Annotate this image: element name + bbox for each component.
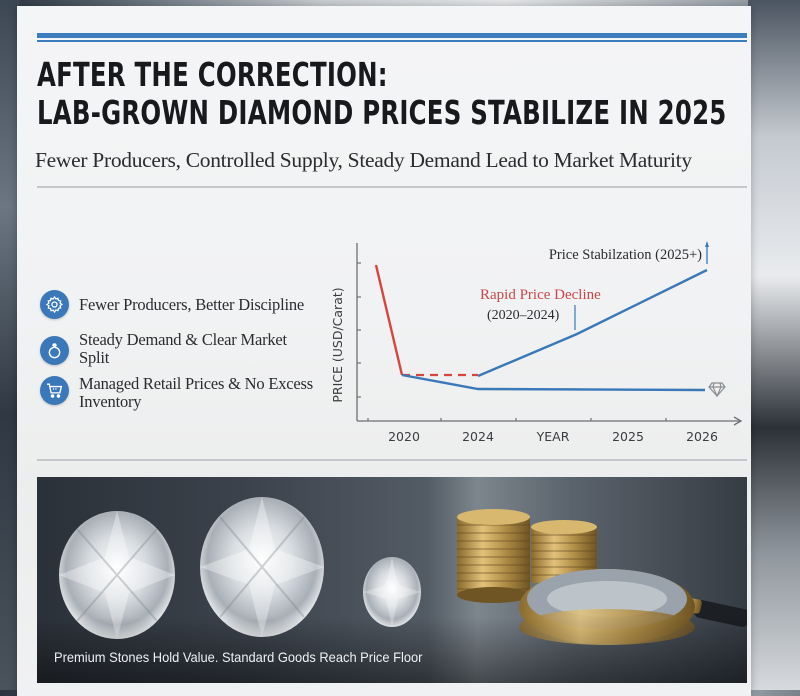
arrow-head-icon bbox=[705, 241, 709, 247]
subtitle: Fewer Producers, Controlled Supply, Stea… bbox=[35, 148, 692, 172]
gear-icon bbox=[40, 290, 69, 319]
y-axis-label: PRICE (USD/Carat) bbox=[330, 287, 345, 402]
x-tick-2024: 2024 bbox=[462, 429, 494, 444]
annotation-decline-years: (2020–2024) bbox=[487, 308, 560, 323]
accent-bar-thin bbox=[37, 40, 747, 42]
ring-icon bbox=[40, 336, 69, 365]
x-axis-label: YEAR bbox=[536, 429, 570, 444]
diamond-small bbox=[363, 557, 421, 627]
divider-top bbox=[37, 186, 747, 188]
coin-stack-1 bbox=[457, 509, 530, 603]
x-tick-2026: 2026 bbox=[686, 429, 718, 444]
bullet-item: Managed Retail Prices & No Excess Invent… bbox=[40, 375, 319, 411]
x-tick-2025: 2025 bbox=[612, 429, 644, 444]
infographic-card: AFTER THE CORRECTION: LAB-GROWN DIAMOND … bbox=[17, 6, 751, 696]
annotation-stabilization: Price Stabilzation (2025+) bbox=[549, 247, 702, 263]
diamond-large-left bbox=[59, 511, 175, 639]
series-rapid-decline bbox=[374, 264, 404, 376]
cart-icon bbox=[40, 376, 69, 405]
accent-bar bbox=[37, 33, 747, 38]
diamonds-photo: Premium Stones Hold Value. Standard Good… bbox=[37, 477, 747, 683]
background-left bbox=[0, 0, 20, 690]
divider-bottom bbox=[37, 459, 747, 461]
bullet-text: Managed Retail Prices & No Excess Invent… bbox=[79, 374, 313, 411]
bullet-item: Steady Demand & Clear Market Split bbox=[40, 331, 319, 367]
chart-axes bbox=[356, 243, 743, 426]
y-axis-ticks bbox=[357, 262, 361, 398]
photo-illustration bbox=[37, 497, 747, 683]
annotation-rapid-decline: Rapid Price Decline bbox=[480, 287, 601, 303]
bullet-text: Fewer Producers, Better Discipline bbox=[79, 295, 305, 314]
series-stabilization bbox=[477, 268, 708, 378]
bullet-text: Steady Demand & Clear Market Split bbox=[79, 330, 287, 367]
series-price-floor bbox=[401, 373, 706, 392]
photo-caption: Premium Stones Hold Value. Standard Good… bbox=[54, 649, 423, 665]
x-tick-2020: 2020 bbox=[388, 429, 420, 444]
x-axis-ticks bbox=[367, 418, 667, 421]
bullet-item: Fewer Producers, Better Discipline bbox=[40, 290, 319, 319]
diamond-icon bbox=[708, 382, 726, 398]
background-right bbox=[748, 0, 800, 690]
diamond-large-center bbox=[200, 497, 324, 637]
title-line-1: AFTER THE CORRECTION: bbox=[37, 55, 388, 94]
